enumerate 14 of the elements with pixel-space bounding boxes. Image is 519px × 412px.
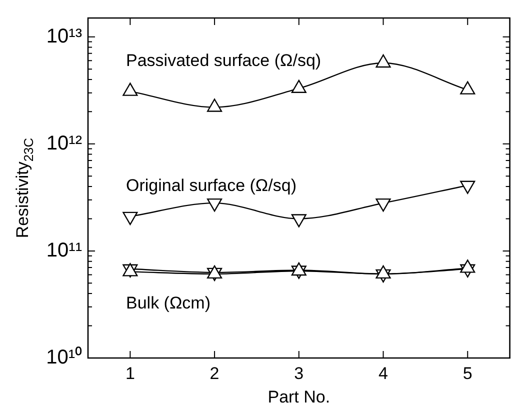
x-tick-label: 1 xyxy=(125,364,135,383)
x-tick-label: 3 xyxy=(294,364,304,383)
x-axis-title: Part No. xyxy=(268,387,330,406)
y-tick-label: 10¹³ xyxy=(46,25,82,48)
series-label: Original surface (Ω/sq) xyxy=(126,176,296,196)
y-axis-title: Resistivity23C xyxy=(13,138,36,238)
series-label: Bulk (Ωcm) xyxy=(126,293,210,312)
y-tick-label: 10¹² xyxy=(46,132,82,154)
x-tick-label: 2 xyxy=(210,364,220,383)
series-label: Passivated surface (Ω/sq) xyxy=(126,50,322,70)
y-tick-label: 10¹⁰ xyxy=(46,346,82,369)
x-tick-label: 5 xyxy=(462,364,472,383)
y-tick-label: 10¹¹ xyxy=(46,239,82,262)
x-tick-label: 4 xyxy=(378,364,388,383)
